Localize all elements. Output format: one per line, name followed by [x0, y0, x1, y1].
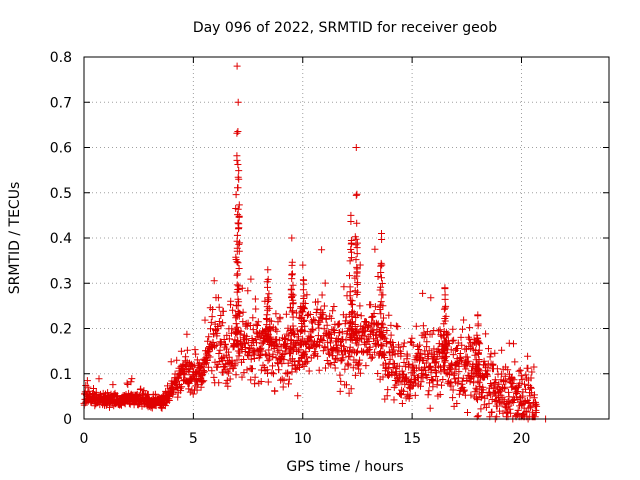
y-tick-label: 0.6 — [50, 141, 72, 157]
x-tick-label: 20 — [513, 431, 531, 447]
x-tick-label: 15 — [403, 431, 421, 447]
x-tick-label: 0 — [80, 431, 89, 447]
chart-title: Day 096 of 2022, SRMTID for receiver geo… — [193, 20, 497, 36]
y-tick-label: 0.3 — [50, 276, 72, 292]
y-axis-label: SRMTID / TECUs — [7, 182, 23, 295]
x-axis-label: GPS time / hours — [286, 459, 403, 475]
y-tick-label: 0.5 — [50, 186, 72, 202]
x-tick-label: 5 — [189, 431, 198, 447]
grid — [84, 57, 609, 419]
axis-ticks: 0 5 10 15 20 0 0.1 0.2 0.3 0.4 0.5 0.6 0.7 0.8 — [50, 50, 609, 447]
plot-frame — [83, 56, 610, 420]
plus-markers — [80, 62, 550, 423]
y-tick-label: 0.4 — [50, 231, 72, 247]
y-tick-label: 0.7 — [50, 95, 72, 111]
y-tick-label: 0.1 — [50, 367, 72, 383]
y-tick-label: 0.2 — [50, 322, 72, 338]
data-points — [80, 62, 550, 423]
x-tick-label: 10 — [294, 431, 312, 447]
y-tick-label: 0.8 — [50, 50, 72, 66]
y-tick-label: 0 — [63, 412, 72, 428]
